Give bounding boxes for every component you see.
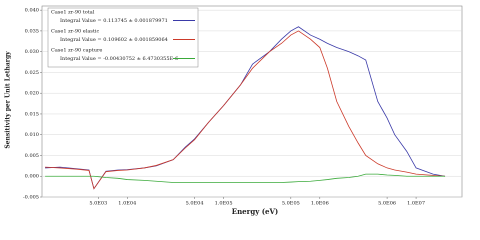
- y-tick-label: -0.005: [23, 195, 39, 201]
- y-tick-label: 0.010: [25, 132, 39, 138]
- x-axis-label: Energy (eV): [232, 207, 278, 216]
- y-tick-label: 0.030: [25, 49, 39, 55]
- series-line: [45, 173, 446, 183]
- x-tick-label: 5.0E06: [378, 201, 396, 207]
- legend: Case1 zr-90 total Integral Value = 0.1137…: [47, 7, 199, 68]
- series-line: [45, 30, 446, 190]
- legend-label: Case1 zr-90 total: [51, 10, 95, 16]
- x-tick-label: 5.0E03: [89, 201, 107, 207]
- page: Energy (eV) Sensitivity per Unit Letharg…: [4, 5, 463, 216]
- y-tick-label: 0.020: [25, 91, 39, 97]
- legend-note: Integral Value = -0.00430752 ± 6.4730355…: [60, 56, 178, 62]
- y-tick-label: 0.040: [25, 8, 39, 14]
- x-tick-label: 1.0E05: [215, 201, 233, 207]
- legend-note: Integral Value = 0.109602 ± 0.001859064: [60, 37, 168, 43]
- legend-label: Case1 zr-90 elastic: [51, 29, 99, 35]
- x-tick-label: 5.0E05: [282, 201, 300, 207]
- x-tick-label: 1.0E04: [118, 201, 136, 207]
- legend-box: [47, 7, 199, 68]
- y-tick-label: 0.000: [25, 174, 39, 180]
- y-tick-label: 0.025: [25, 70, 39, 76]
- x-tick-label: 5.0E04: [186, 201, 204, 207]
- y-tick-label: 0.035: [25, 28, 39, 34]
- legend-label: Case1 zr-90 capture: [51, 48, 102, 54]
- chart: Energy (eV) Sensitivity per Unit Letharg…: [5, 5, 463, 216]
- x-tick-label: 1.0E06: [311, 201, 329, 207]
- y-axis-label: Sensitivity per Unit Lethargy: [5, 51, 12, 149]
- x-tick-label: 1.0E07: [407, 201, 425, 207]
- legend-note: Integral Value = 0.113745 ± 0.001879971: [60, 18, 168, 24]
- y-tick-label: 0.015: [25, 111, 39, 117]
- y-tick-label: 0.005: [25, 153, 39, 159]
